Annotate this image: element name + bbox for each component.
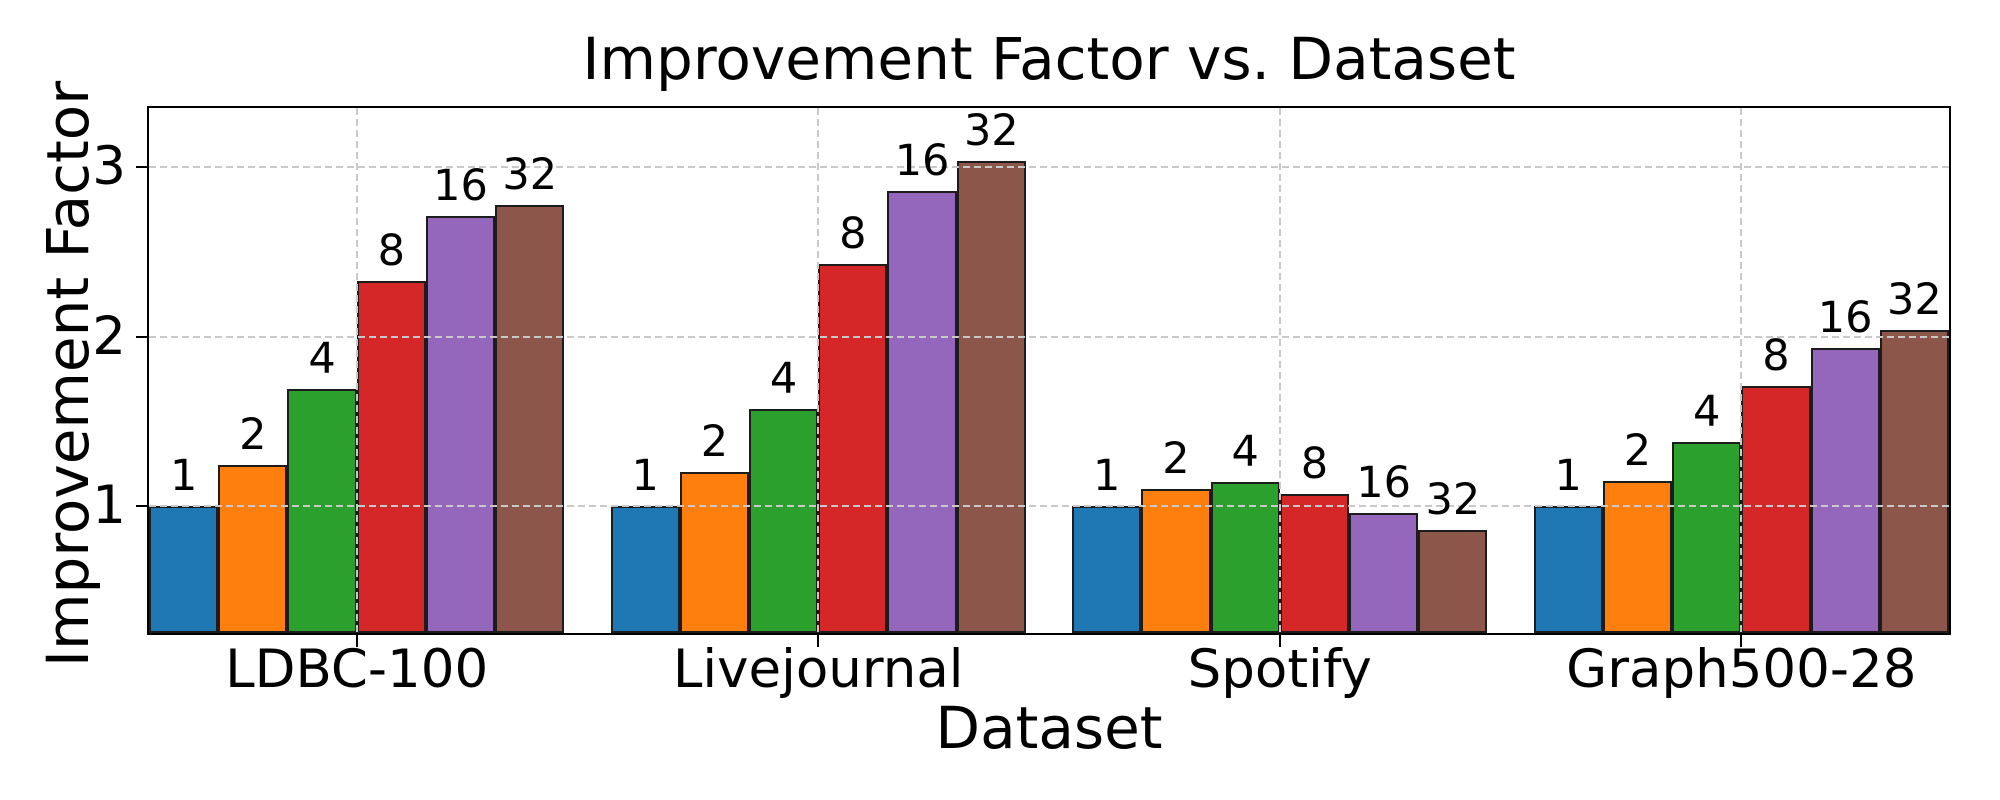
y-tick-mark [136,166,148,169]
bar-value-label: 16 [433,161,488,212]
x-gridline [1278,108,1281,633]
left-spine [147,106,149,635]
y-tick-mark [136,335,148,338]
x-gridline [817,108,820,633]
chart-title: Improvement Factor vs. Dataset [582,25,1516,93]
x-tick-label-LDBC-100: LDBC-100 [225,639,489,700]
bar-LDBC-100-1 [149,505,219,633]
x-gridline [1740,108,1743,633]
bar-value-label: 8 [1300,439,1329,490]
bar-Livejournal-16 [887,190,957,633]
bar-Spotify-32 [1418,529,1488,633]
x-tick-mark [355,635,358,647]
bar-Spotify-8 [1279,494,1349,633]
y-gridline [149,335,1949,338]
bar-Livejournal-2 [679,472,749,633]
x-gridline [355,108,358,633]
x-tick-label-Livejournal: Livejournal [672,639,964,700]
bar-Graph500-28-32 [1879,329,1949,633]
bar-value-label: 2 [1623,425,1652,476]
x-tick-mark [1278,635,1281,647]
bar-Livejournal-8 [818,263,888,633]
bar-LDBC-100-4 [287,389,357,633]
x-axis-label: Dataset [935,694,1163,762]
bar-value-label: 32 [963,105,1019,156]
bar-Spotify-1 [1072,505,1142,633]
bar-LDBC-100-16 [425,216,496,633]
bar-value-label: 1 [1554,450,1582,501]
x-tick-mark [817,635,820,647]
y-tick-label: 2 [92,305,126,367]
top-spine [147,106,1951,108]
bar-LDBC-100-8 [356,280,426,633]
bar-Livejournal-4 [749,409,819,633]
x-tick-label-Graph500-28: Graph500-28 [1566,639,1917,700]
bar-Graph500-28-2 [1602,480,1673,633]
bar-Livejournal-1 [610,505,680,633]
x-tick-label-Spotify: Spotify [1187,639,1372,700]
plot-area: 1 1 1 1 2 2 2 2 4 4 4 4 8 8 8 8 16 16 16 16 32 32 32 32 [149,108,1949,633]
bottom-spine [147,633,1951,635]
y-tick-label: 3 [92,136,126,198]
bar-value-label: 2 [1162,434,1190,485]
bar-value-label: 4 [1693,386,1721,437]
bar-value-label: 16 [894,135,950,186]
bar-value-label: 8 [1762,330,1790,381]
bar-LDBC-100-2 [218,465,288,633]
bar-value-label: 4 [1231,427,1259,478]
bar-value-label: 8 [377,225,405,276]
bar-value-label: 2 [700,417,729,468]
y-tick-label: 1 [92,474,126,536]
bar-value-label: 16 [1817,293,1873,344]
bar-value-label: 8 [839,208,867,259]
bar-value-label: 4 [308,334,336,385]
bar-value-label: 2 [239,410,267,461]
bar-Livejournal-32 [956,160,1026,633]
bar-Graph500-28-1 [1533,505,1603,633]
bar-Graph500-28-8 [1741,385,1811,633]
y-tick-mark [136,504,148,507]
y-gridline [149,166,1949,169]
bar-value-label: 16 [1356,457,1411,508]
bar-Spotify-4 [1210,482,1280,633]
bar-value-label: 1 [631,450,659,501]
bar-value-label: 32 [1425,474,1481,525]
bar-Spotify-2 [1141,489,1211,633]
bar-value-label: 32 [502,149,558,200]
bar-Spotify-16 [1349,512,1419,633]
bar-value-label: 32 [1887,274,1942,325]
bar-LDBC-100-32 [495,204,565,633]
bar-value-label: 1 [1093,450,1121,501]
y-gridline [149,504,1949,507]
bar-Graph500-28-16 [1810,348,1880,633]
right-spine [1949,106,1951,635]
bar-value-label: 4 [769,354,798,405]
bar-value-label: 1 [169,450,198,501]
x-tick-mark [1740,635,1743,647]
bar-Graph500-28-4 [1672,441,1742,633]
